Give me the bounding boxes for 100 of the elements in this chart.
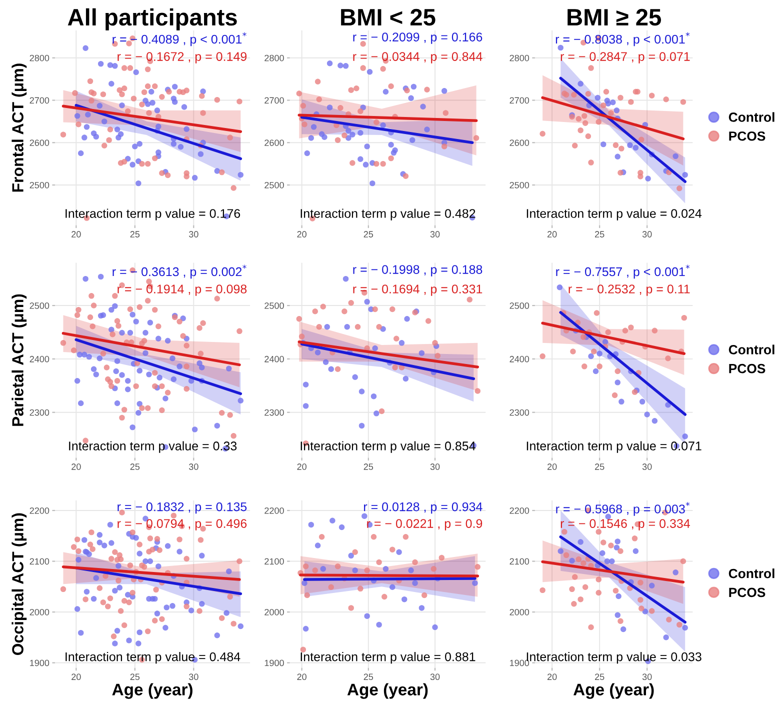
y-tick-label: 2500 bbox=[264, 302, 284, 309]
y-tick-label: 2300 bbox=[264, 409, 284, 416]
x-tick-label: 25 bbox=[364, 674, 374, 680]
y-tick-label: 2500 bbox=[30, 182, 50, 188]
y-tick-label: 2800 bbox=[264, 54, 284, 62]
x-tick-label: 20 bbox=[548, 674, 557, 680]
y-tick-label: 2400 bbox=[30, 356, 50, 362]
x-tick-label: 20 bbox=[297, 464, 306, 470]
y-tick-label: 2500 bbox=[30, 302, 50, 309]
annotation: r = − 0.3613 , p = 0.002$^{*}$ bbox=[112, 264, 246, 279]
y-tick-label: 2600 bbox=[510, 140, 530, 146]
y-axis-title: Frontal ACT (μm) bbox=[12, 64, 27, 192]
annotation: r = − 0.0221 , p = 0.9 bbox=[367, 519, 482, 530]
y-tick-label: 2400 bbox=[264, 356, 284, 362]
x-tick-label: 30 bbox=[188, 464, 198, 470]
y-tick-label: 2100 bbox=[510, 558, 530, 565]
annotation: r = − 0.0794 , p = 0.496 bbox=[118, 519, 247, 530]
y-tick-label: 2800 bbox=[30, 54, 50, 62]
y-tick-label: 2700 bbox=[510, 97, 530, 104]
y-tick-label: 2000 bbox=[30, 608, 50, 616]
annotation: r = − 0.1832 , p = 0.135 bbox=[118, 502, 247, 514]
x-tick-label: 30 bbox=[430, 674, 440, 680]
y-tick-label: 2500 bbox=[264, 182, 284, 188]
y-tick-label: 2700 bbox=[30, 97, 50, 104]
annotation: Interaction term p value = 0.854 bbox=[300, 441, 476, 453]
y-tick-label: 2100 bbox=[30, 558, 50, 565]
annotation: r = − 0.2847 , p = 0.071 bbox=[560, 52, 690, 64]
annotation: r = − 0.8038 , p < 0.001$^{*}$ bbox=[556, 32, 690, 46]
x-axis-title: Age (year) bbox=[112, 683, 192, 699]
x-tick-label: 20 bbox=[297, 674, 306, 680]
y-tick-label: 2600 bbox=[30, 140, 50, 146]
y-axis-title: Parietal ACT (μm) bbox=[12, 294, 27, 426]
annotation: r = − 0.4089 , p < 0.001$^{*}$ bbox=[112, 32, 246, 46]
y-tick-label: 2200 bbox=[264, 507, 284, 514]
x-tick-label: 20 bbox=[297, 231, 306, 238]
x-tick-label: 30 bbox=[430, 464, 440, 470]
y-tick-label: 2200 bbox=[510, 507, 530, 514]
x-tick-label: 25 bbox=[364, 464, 374, 470]
y-tick-label: 1900 bbox=[30, 660, 50, 666]
annotation: r = − 0.1672 , p = 0.149 bbox=[118, 52, 247, 64]
annotation: r = 0.0128 , p = 0.934 bbox=[364, 502, 482, 514]
annotation: Interaction term p value = 0.482 bbox=[300, 208, 476, 220]
annotation: Interaction term p value = 0.024 bbox=[526, 208, 702, 220]
x-tick-label: 30 bbox=[642, 231, 652, 238]
annotation: r = − 0.2099 , p = 0.166 bbox=[353, 32, 482, 44]
annotation: r = − 0.1694 , p = 0.331 bbox=[353, 284, 482, 296]
annotation: r = − 0.1914 , p = 0.098 bbox=[118, 284, 247, 296]
x-axis-title: Age (year) bbox=[573, 683, 654, 699]
legend-label: Control bbox=[728, 112, 774, 122]
annotation: Interaction term p value = 0.176 bbox=[66, 208, 240, 220]
x-tick-label: 25 bbox=[595, 464, 604, 470]
annotation: Interaction term p value = 0.484 bbox=[66, 652, 240, 664]
annotation: Interaction term p value = 0.033 bbox=[526, 652, 702, 664]
x-tick-label: 30 bbox=[642, 674, 652, 680]
x-tick-label: 20 bbox=[548, 231, 557, 238]
legend-label: Control bbox=[728, 568, 774, 578]
x-tick-label: 30 bbox=[188, 231, 198, 238]
annotation: r = − 0.0344 , p = 0.844 bbox=[353, 52, 482, 64]
y-tick-label: 2700 bbox=[264, 97, 284, 104]
legend-label: PCOS bbox=[729, 588, 766, 598]
chart-title: All participants bbox=[68, 8, 237, 30]
chart-title: BMI ≥ 25 bbox=[568, 8, 661, 26]
x-tick-label: 25 bbox=[595, 674, 604, 680]
y-tick-label: 2300 bbox=[30, 409, 50, 416]
annotation: r = − 0.5968 , p = 0.003$^{*}$ bbox=[556, 502, 690, 516]
y-tick-label: 2600 bbox=[264, 140, 284, 146]
y-tick-label: 2000 bbox=[264, 608, 284, 616]
y-tick-label: 2300 bbox=[510, 409, 530, 416]
legend-label: PCOS bbox=[729, 364, 766, 374]
x-tick-label: 20 bbox=[72, 674, 81, 680]
x-tick-label: 30 bbox=[642, 464, 652, 470]
x-tick-label: 30 bbox=[188, 674, 198, 680]
y-tick-label: 2500 bbox=[510, 302, 530, 309]
y-tick-label: 2100 bbox=[264, 558, 284, 565]
x-tick-label: 25 bbox=[595, 231, 604, 238]
annotation: r = − 0.1546 , p = 0.334 bbox=[560, 519, 690, 530]
x-tick-label: 25 bbox=[364, 231, 374, 238]
chart-title: BMI < 25 bbox=[341, 8, 436, 26]
y-tick-label: 2800 bbox=[510, 54, 530, 62]
annotation: Interaction term p value = 0.071 bbox=[526, 441, 702, 453]
legend-label: Control bbox=[728, 344, 774, 354]
x-tick-label: 25 bbox=[130, 464, 140, 470]
annotation: r = − 0.1998 , p = 0.188 bbox=[353, 265, 482, 276]
x-tick-label: 25 bbox=[130, 231, 140, 238]
x-tick-label: 20 bbox=[548, 464, 557, 470]
x-tick-label: 20 bbox=[72, 464, 81, 470]
annotation: r = − 0.7557 , p < 0.001$^{*}$ bbox=[556, 264, 690, 279]
y-tick-label: 1900 bbox=[264, 660, 284, 666]
annotation: r = − 0.2532 , p = 0.11 bbox=[568, 284, 690, 296]
x-axis-title: Age (year) bbox=[347, 683, 428, 699]
y-tick-label: 2200 bbox=[30, 507, 50, 514]
y-tick-label: 1900 bbox=[510, 660, 530, 666]
x-tick-label: 20 bbox=[72, 231, 81, 238]
annotation: Interaction term p value = 0.33 bbox=[69, 441, 237, 453]
annotation: Interaction term p value = 0.881 bbox=[300, 652, 476, 664]
x-tick-label: 30 bbox=[430, 231, 440, 238]
y-axis-title: Occipital ACT (μm) bbox=[12, 513, 27, 656]
y-tick-label: 2400 bbox=[510, 356, 530, 362]
legend-label: PCOS bbox=[729, 131, 766, 141]
y-tick-label: 2000 bbox=[510, 608, 530, 616]
